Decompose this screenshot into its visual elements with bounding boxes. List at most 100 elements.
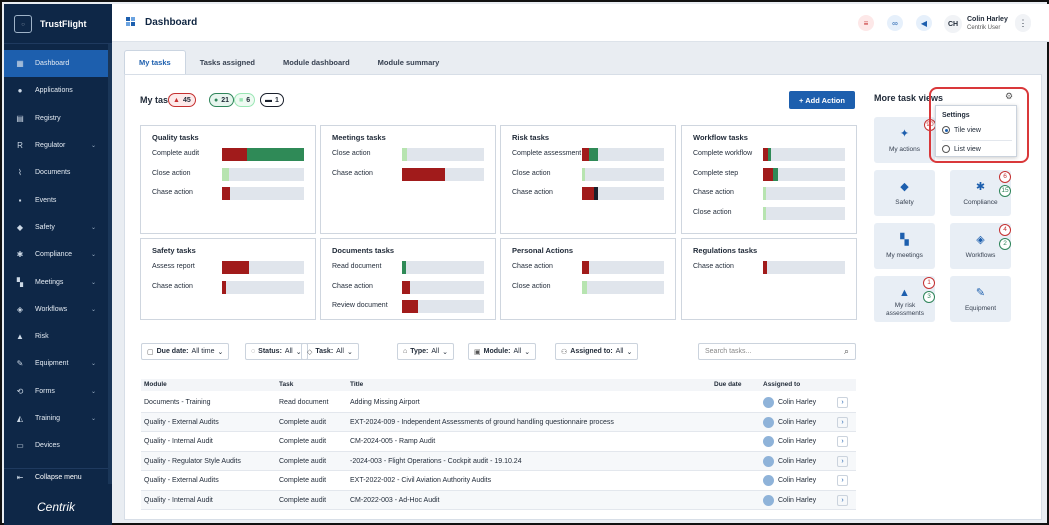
table-row[interactable]: Quality - External Audits Complete audit E…: [141, 471, 856, 491]
progress-bar[interactable]: [402, 148, 484, 161]
task-row[interactable]: Chase action: [512, 261, 672, 275]
tile-view-option[interactable]: Tile view: [942, 126, 981, 134]
add-action-button[interactable]: + Add Action: [789, 91, 855, 109]
task-row[interactable]: Close action: [512, 280, 672, 295]
filter-due-date[interactable]: ▢ Due date: All time ⌄: [141, 343, 230, 360]
sidebar-item-forms[interactable]: ⟲ Forms ⌄: [4, 378, 108, 405]
task-row[interactable]: Chase action: [152, 187, 312, 201]
table-row[interactable]: Quality - Internal Audit Complete audit CM…: [141, 490, 856, 510]
task-row[interactable]: Complete audit: [152, 148, 312, 162]
sidebar-item-documents[interactable]: ⌇ Documents: [4, 159, 108, 186]
sidebar-item-workflows[interactable]: ◈ Workflows ⌄: [4, 296, 108, 323]
progress-bar[interactable]: [582, 280, 664, 294]
status-chip[interactable]: ▬ 1: [260, 93, 284, 107]
col-module[interactable]: Module: [144, 381, 167, 388]
progress-bar[interactable]: [763, 187, 845, 200]
task-row[interactable]: Close action: [693, 206, 853, 221]
tab-module-summary[interactable]: Module summary: [377, 57, 440, 67]
progress-bar[interactable]: [222, 148, 304, 161]
radio-selected-icon[interactable]: [942, 126, 950, 134]
tile-my-meetings[interactable]: ▚ My meetings: [874, 223, 935, 269]
col-assigned-to[interactable]: Assigned to: [763, 381, 801, 388]
filter-type[interactable]: ⌂ Type: All ⌄: [397, 343, 455, 360]
sidebar-item-meetings[interactable]: ▚ Meetings ⌄: [4, 268, 108, 295]
progress-bar[interactable]: [402, 167, 484, 181]
avatar[interactable]: CH: [944, 15, 962, 33]
tab-module-dashboard[interactable]: Module dashboard: [283, 57, 350, 67]
progress-bar[interactable]: [763, 261, 845, 274]
sidebar-scrollbar[interactable]: [108, 44, 112, 484]
sidebar-item-dashboard[interactable]: ▦ Dashboard: [4, 50, 108, 78]
status-chip[interactable]: ▲ 45: [168, 93, 196, 107]
sidebar-item-risk[interactable]: ▲ Risk: [4, 323, 108, 350]
search-input[interactable]: Search tasks... ⌕: [698, 343, 856, 360]
task-row[interactable]: Close action: [512, 167, 672, 182]
task-row[interactable]: Assess report: [152, 261, 312, 275]
chevron-right-icon[interactable]: ›: [837, 494, 848, 506]
task-row[interactable]: Complete assessment: [512, 148, 672, 162]
task-row[interactable]: Review document: [332, 300, 492, 314]
progress-bar[interactable]: [582, 167, 664, 181]
tile-equipment[interactable]: ✎ Equipment: [950, 276, 1011, 322]
sidebar-item-events[interactable]: ▪ Events: [4, 186, 108, 213]
progress-bar[interactable]: [402, 261, 484, 274]
table-row[interactable]: Quality - Regulator Style Audits Complete…: [141, 451, 856, 471]
task-row[interactable]: Close action: [332, 148, 492, 162]
progress-bar[interactable]: [222, 167, 304, 181]
task-row[interactable]: Complete step: [693, 167, 853, 182]
tile-compliance[interactable]: ✱ Compliance 6 15: [950, 170, 1011, 216]
progress-bar[interactable]: [222, 280, 304, 294]
collapse-menu-button[interactable]: ⇤ Collapse menu: [4, 468, 108, 486]
filter-status[interactable]: ◌ Status: All ⌄: [245, 343, 308, 360]
chevron-right-icon[interactable]: ›: [837, 436, 848, 447]
chevron-right-icon[interactable]: ›: [837, 416, 848, 428]
task-row[interactable]: Chase action: [512, 187, 672, 201]
tab-tasks-assigned[interactable]: Tasks assigned: [199, 57, 255, 67]
sidebar-item-regulator[interactable]: R Regulator ⌄: [4, 132, 108, 159]
sidebar-item-compliance[interactable]: ✱ Compliance ⌄: [4, 241, 108, 268]
progress-bar[interactable]: [402, 300, 484, 313]
sidebar-item-devices[interactable]: ▭ Devices: [4, 432, 108, 459]
progress-bar[interactable]: [222, 187, 304, 200]
sidebar-item-safety[interactable]: ◆ Safety ⌄: [4, 214, 108, 241]
progress-bar[interactable]: [582, 148, 664, 161]
filter-task[interactable]: ◇ Task: All ⌄: [301, 343, 359, 360]
sidebar-item-training[interactable]: ◭ Training ⌄: [4, 405, 108, 432]
task-row[interactable]: Close action: [152, 167, 312, 182]
filter-module[interactable]: ▣ Module: All ⌄: [468, 343, 537, 360]
status-chip[interactable]: ■ 6: [234, 93, 256, 107]
more-menu-icon[interactable]: ⋮: [1015, 14, 1031, 32]
task-row[interactable]: Complete workflow: [693, 148, 853, 162]
sidebar-item-equipment[interactable]: ✎ Equipment ⌄: [4, 350, 108, 377]
sidebar-item-applications[interactable]: ● Applications: [4, 77, 108, 104]
progress-bar[interactable]: [582, 261, 664, 274]
list-view-option[interactable]: List view: [942, 145, 981, 153]
database-icon[interactable]: ≡: [858, 15, 874, 31]
tile-my-risk-assessments[interactable]: ▲ My risk assessments 1 3: [874, 276, 935, 322]
progress-bar[interactable]: [763, 206, 845, 220]
status-chip[interactable]: ● 21: [209, 93, 235, 107]
sidebar-item-registry[interactable]: ▤ Registry: [4, 105, 108, 132]
table-row[interactable]: Quality - External Audits Complete audit E…: [141, 412, 856, 432]
filter-assigned-to[interactable]: ⚇ Assigned to: All ⌄: [555, 343, 639, 360]
progress-bar[interactable]: [222, 261, 304, 274]
progress-bar[interactable]: [582, 187, 664, 200]
chevron-right-icon[interactable]: ›: [837, 475, 848, 486]
progress-bar[interactable]: [763, 148, 845, 161]
col-title[interactable]: Title: [350, 381, 364, 388]
table-row[interactable]: Quality - Internal Audit Complete audit CM…: [141, 432, 856, 452]
task-row[interactable]: Chase action: [152, 280, 312, 295]
col-task[interactable]: Task: [279, 381, 294, 388]
task-row[interactable]: Chase action: [332, 167, 492, 182]
progress-bar[interactable]: [763, 167, 845, 181]
task-row[interactable]: Chase action: [693, 187, 853, 201]
progress-bar[interactable]: [402, 280, 484, 294]
megaphone-icon[interactable]: ◀: [916, 15, 932, 31]
tile-safety[interactable]: ◆ Safety: [874, 170, 935, 216]
table-row[interactable]: Documents - Training Read document Adding …: [141, 393, 856, 413]
tile-workflows[interactable]: ◈ Workflows 4 2: [950, 223, 1011, 269]
col-due-date[interactable]: Due date: [714, 381, 742, 388]
task-row[interactable]: Chase action: [332, 280, 492, 295]
task-row[interactable]: Chase action: [693, 261, 853, 275]
radio-unselected-icon[interactable]: [942, 145, 950, 153]
